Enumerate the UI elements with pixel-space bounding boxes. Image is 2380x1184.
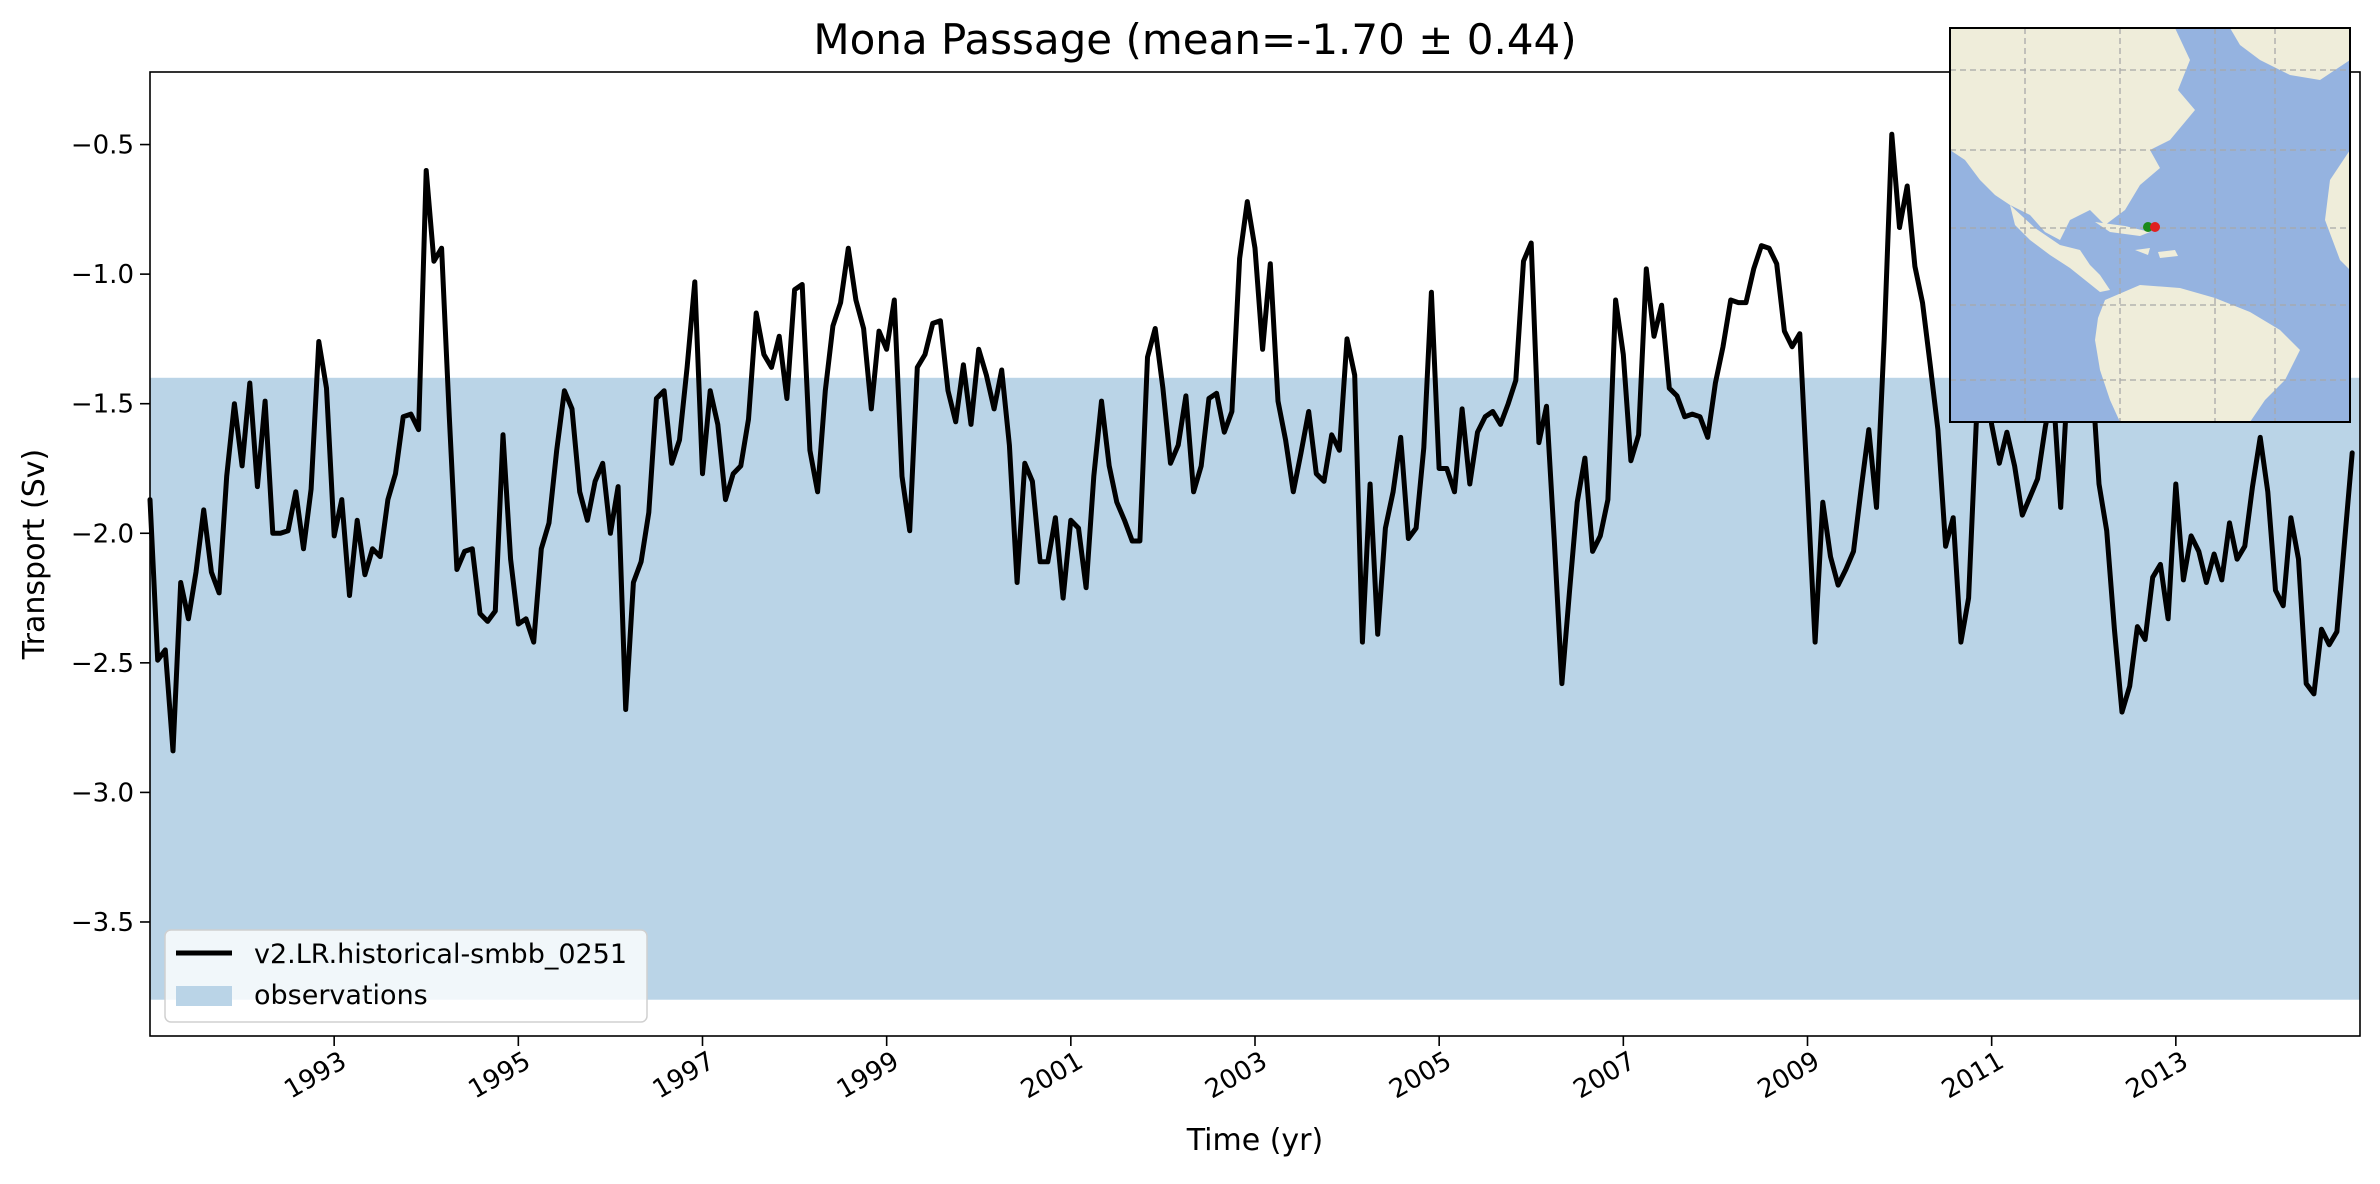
x-tick-label: 1999 — [832, 1046, 904, 1105]
inset-map-marker-green — [2143, 222, 2153, 232]
inset-map-frame — [1949, 27, 2351, 423]
x-tick-label: 2007 — [1569, 1046, 1641, 1105]
x-tick-label: 2011 — [1937, 1046, 2009, 1105]
inset-map-south-america — [2095, 285, 2300, 422]
x-tick-label: 1995 — [464, 1046, 536, 1105]
legend-series-label: v2.LR.historical-smbb_0251 — [254, 939, 627, 970]
y-tick-label: −1.5 — [71, 390, 134, 420]
y-tick-label: −2.0 — [71, 519, 134, 549]
legend-box — [164, 929, 648, 1023]
observations-band — [150, 377, 2360, 1000]
x-tick-label: 2001 — [1016, 1046, 1088, 1105]
x-tick-label: 2013 — [2121, 1046, 2193, 1105]
y-axis: −3.5 −3.0 −2.5 −2.0 −1.5 −1.0 −0.5 — [71, 131, 150, 938]
x-axis-label: Time (yr) — [1186, 1123, 1323, 1158]
y-tick-label: −1.0 — [71, 260, 134, 290]
legend-band-swatch — [176, 986, 232, 1006]
x-tick-label: 2003 — [1200, 1046, 1272, 1105]
y-axis-label: Transport (Sv) — [17, 449, 52, 661]
x-tick-label: 2009 — [1753, 1046, 1825, 1105]
inset-map-africa — [2325, 150, 2350, 270]
inset-map-caribbean — [2095, 222, 2178, 258]
legend-observations-label: observations — [254, 980, 428, 1011]
x-tick-label: 1997 — [648, 1046, 720, 1105]
legend: v2.LR.historical-smbb_0251 observations — [164, 929, 648, 1023]
x-tick-label: 1993 — [279, 1046, 351, 1105]
inset-map — [1949, 27, 2351, 423]
y-tick-label: −0.5 — [71, 131, 134, 161]
inset-map-north-america — [1950, 28, 2195, 240]
inset-map-marker-red — [2150, 222, 2160, 232]
y-tick-label: −3.5 — [71, 908, 134, 938]
chart-title: Mona Passage (mean=-1.70 ± 0.44) — [813, 15, 1576, 64]
y-tick-label: −3.0 — [71, 778, 134, 808]
x-tick-label: 2005 — [1384, 1046, 1456, 1105]
inset-map-greenland — [2230, 28, 2350, 80]
x-axis: 1993 1995 1997 1999 2001 2003 2005 2007 2009 2011… — [279, 1036, 2193, 1105]
inset-map-central-america — [2010, 205, 2110, 292]
y-tick-label: −2.5 — [71, 649, 134, 679]
